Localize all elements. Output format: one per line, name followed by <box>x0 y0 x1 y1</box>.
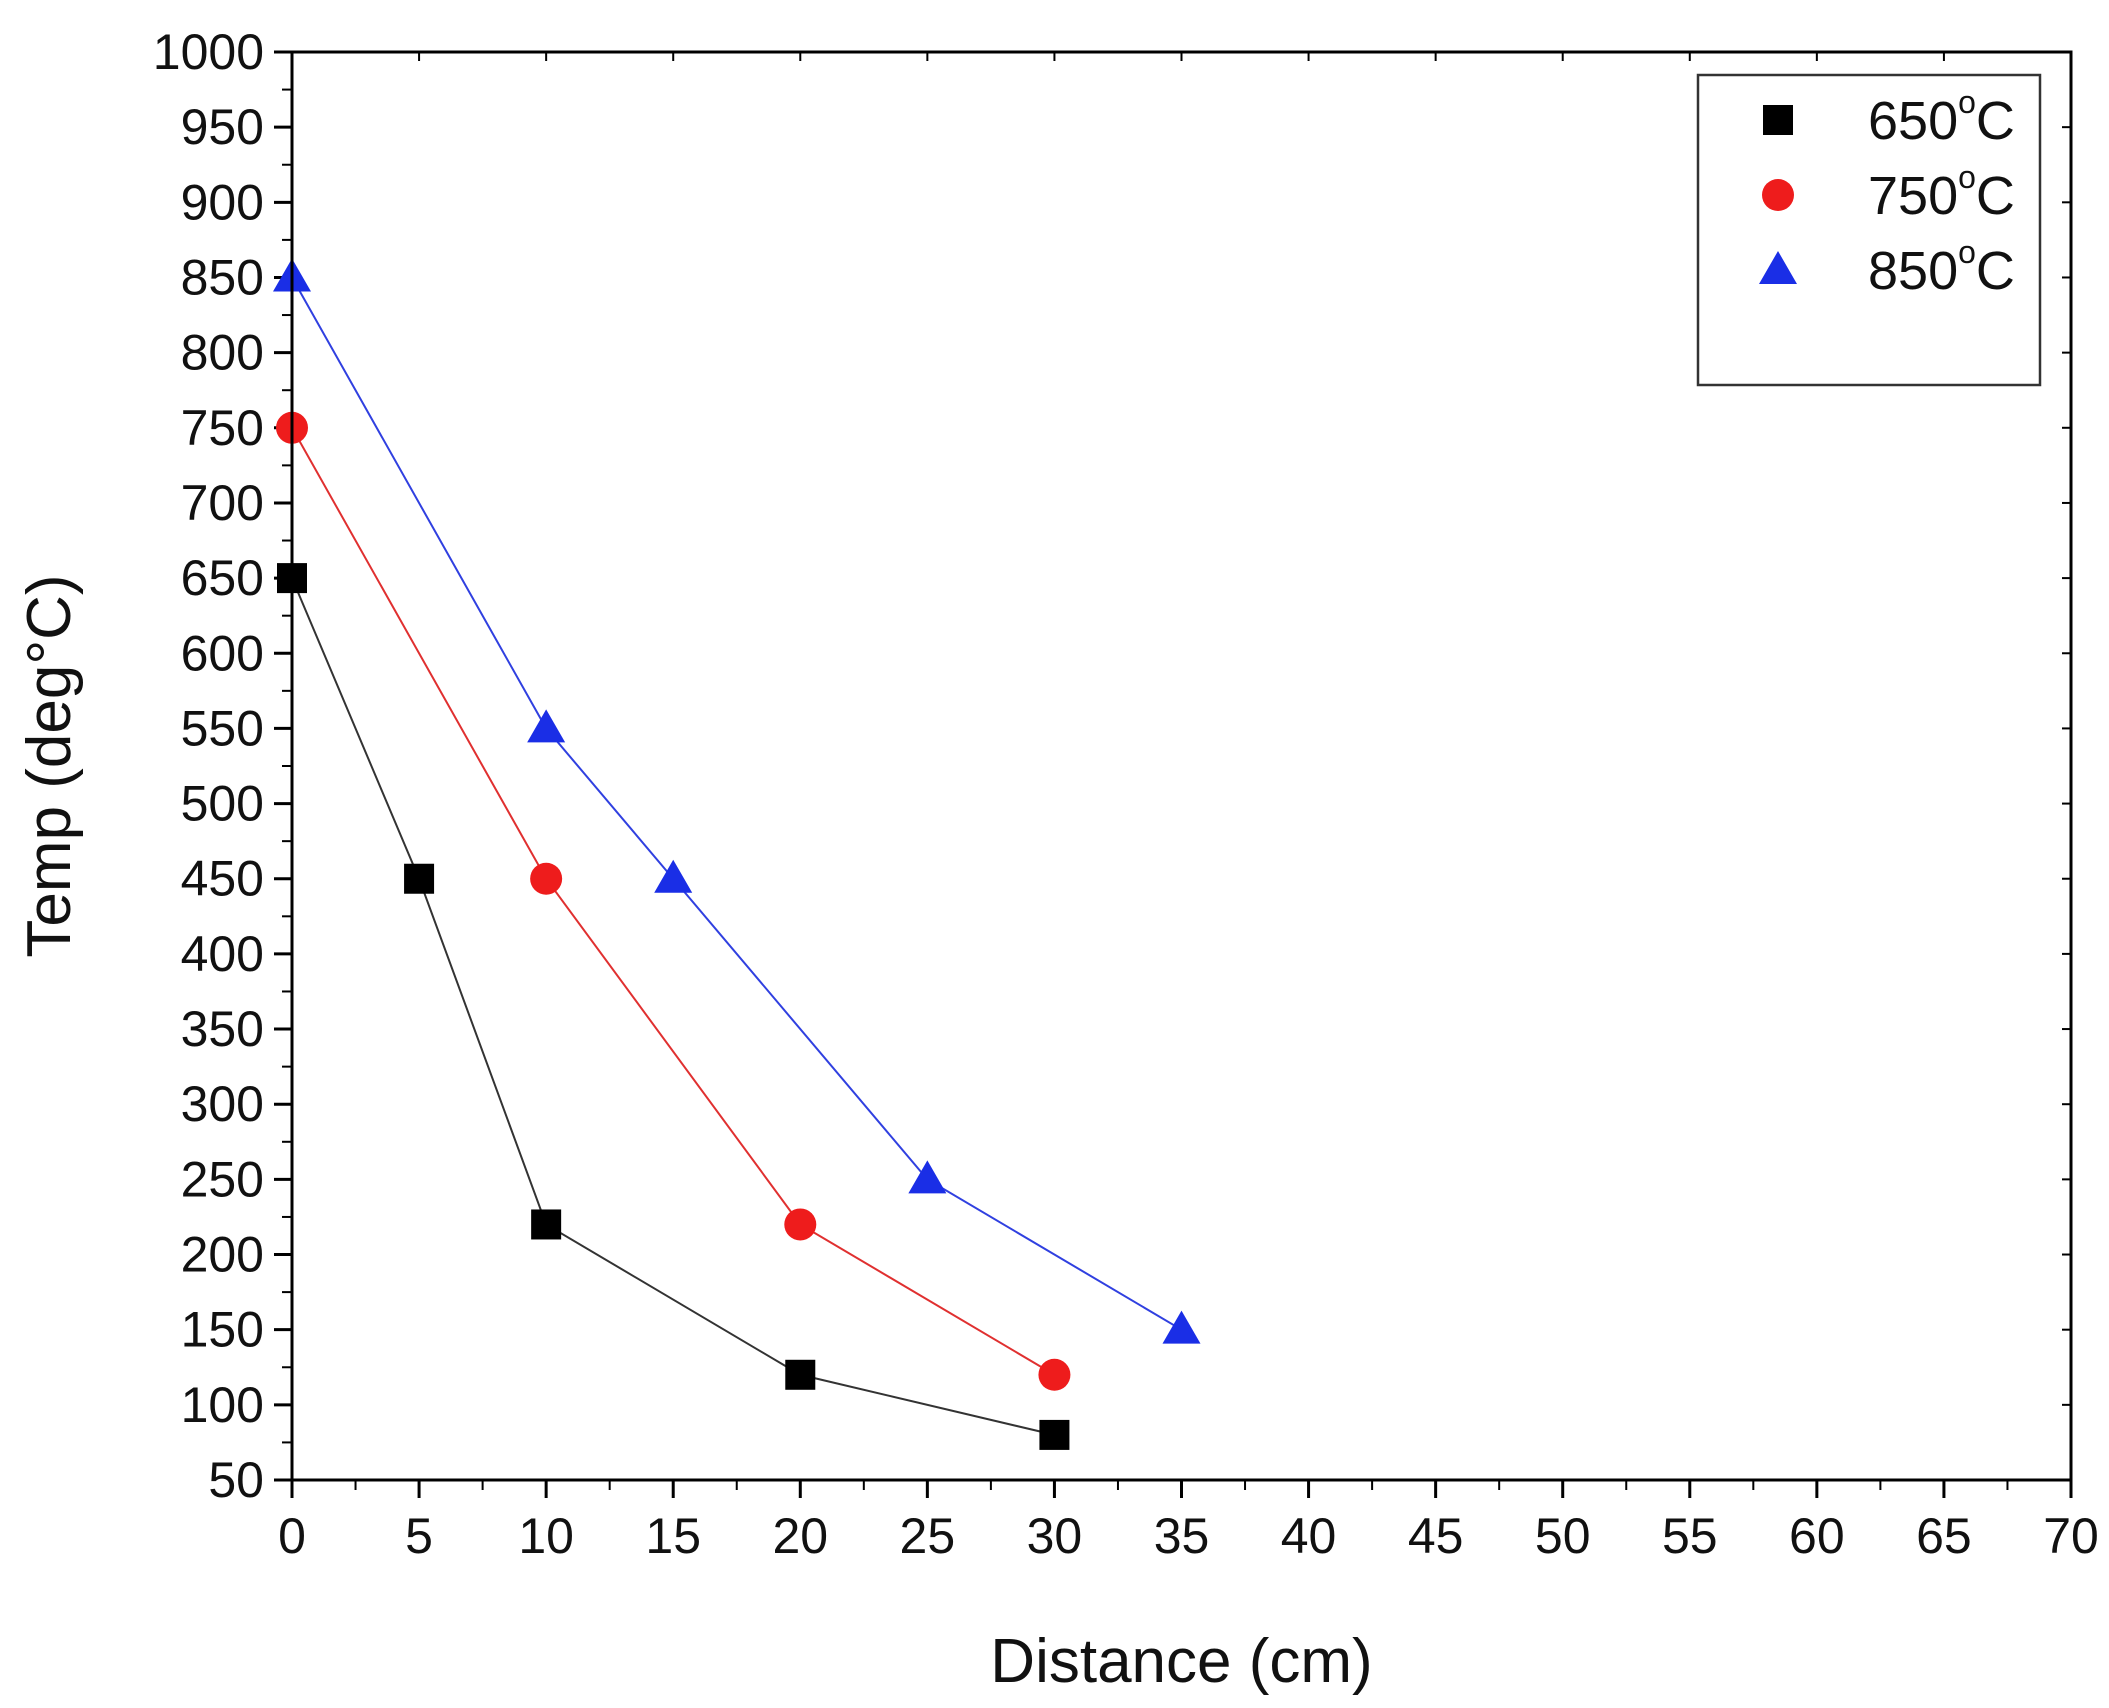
y-tick-label: 550 <box>181 700 264 756</box>
y-tick-label: 1000 <box>153 24 264 80</box>
x-tick-label: 40 <box>1281 1508 1337 1564</box>
y-tick-label: 500 <box>181 776 264 832</box>
x-tick-label: 50 <box>1535 1508 1591 1564</box>
y-tick-label: 400 <box>181 926 264 982</box>
y-tick-label: 200 <box>181 1227 264 1283</box>
x-tick-label: 70 <box>2043 1508 2099 1564</box>
series-line-750 <box>291 427 1055 1376</box>
y-tick-label: 150 <box>181 1302 264 1358</box>
x-tick-label: 20 <box>772 1508 828 1564</box>
data-point-750 <box>530 862 563 895</box>
legend: 650oC 750oC 850oC <box>1696 73 2042 387</box>
legend-marker-850 <box>1759 251 1797 284</box>
x-tick-label: 45 <box>1408 1508 1464 1564</box>
y-tick-label: 600 <box>181 625 264 681</box>
y-tick-label: 900 <box>181 174 264 230</box>
series-markers <box>273 258 1201 1450</box>
y-tick-label: 700 <box>181 475 264 531</box>
x-axis-ticks <box>290 52 2073 1498</box>
y-axis-tick-labels: 50 100 150 200 250 300 350 400 450 500 550 600 650 70… <box>153 24 264 1508</box>
y-tick-label: 800 <box>181 325 264 381</box>
data-point-850 <box>654 859 693 893</box>
x-tick-label: 25 <box>900 1508 956 1564</box>
y-tick-label: 300 <box>181 1076 264 1132</box>
y-tick-label: 50 <box>208 1452 264 1508</box>
y-tick-label: 650 <box>181 550 264 606</box>
legend-box <box>1696 73 2042 387</box>
x-tick-label: 0 <box>278 1508 306 1564</box>
y-tick-label: 250 <box>181 1151 264 1207</box>
data-point-650 <box>531 1209 562 1240</box>
y-axis-ticks <box>274 50 2071 1482</box>
y-tick-label: 350 <box>181 1001 264 1057</box>
data-point-750 <box>1038 1358 1071 1391</box>
x-tick-label: 65 <box>1916 1508 1972 1564</box>
data-point-850 <box>1162 1310 1201 1344</box>
x-axis-tick-labels: 0 5 10 15 20 25 30 35 40 45 50 55 60 65 70 <box>278 1508 2099 1564</box>
x-axis-title: Distance (cm) <box>990 1627 1372 1696</box>
data-point-650 <box>404 863 435 894</box>
data-point-750 <box>784 1208 817 1241</box>
legend-marker-650 <box>1763 105 1793 135</box>
data-point-850 <box>527 709 566 743</box>
y-tick-label: 950 <box>181 99 264 155</box>
data-point-650 <box>1039 1419 1070 1450</box>
x-tick-label: 55 <box>1662 1508 1718 1564</box>
legend-label-650: 650oC <box>1868 84 2015 151</box>
x-tick-label: 10 <box>518 1508 574 1564</box>
legend-label-850: 850oC <box>1868 234 2015 301</box>
y-tick-label: 450 <box>181 851 264 907</box>
data-point-650 <box>785 1359 816 1390</box>
legend-label-750: 750oC <box>1868 159 2015 226</box>
x-tick-label: 15 <box>645 1508 701 1564</box>
y-tick-label: 100 <box>181 1377 264 1433</box>
y-tick-label: 850 <box>181 249 264 305</box>
legend-marker-750 <box>1762 179 1794 211</box>
data-point-850 <box>908 1160 947 1194</box>
y-tick-label: 750 <box>181 400 264 456</box>
y-axis-title: Temp (deg°C) <box>15 574 84 957</box>
x-tick-label: 30 <box>1027 1508 1083 1564</box>
x-tick-label: 5 <box>405 1508 433 1564</box>
x-tick-label: 35 <box>1154 1508 1210 1564</box>
plot-frame <box>290 50 2073 1482</box>
x-tick-label: 60 <box>1789 1508 1845 1564</box>
